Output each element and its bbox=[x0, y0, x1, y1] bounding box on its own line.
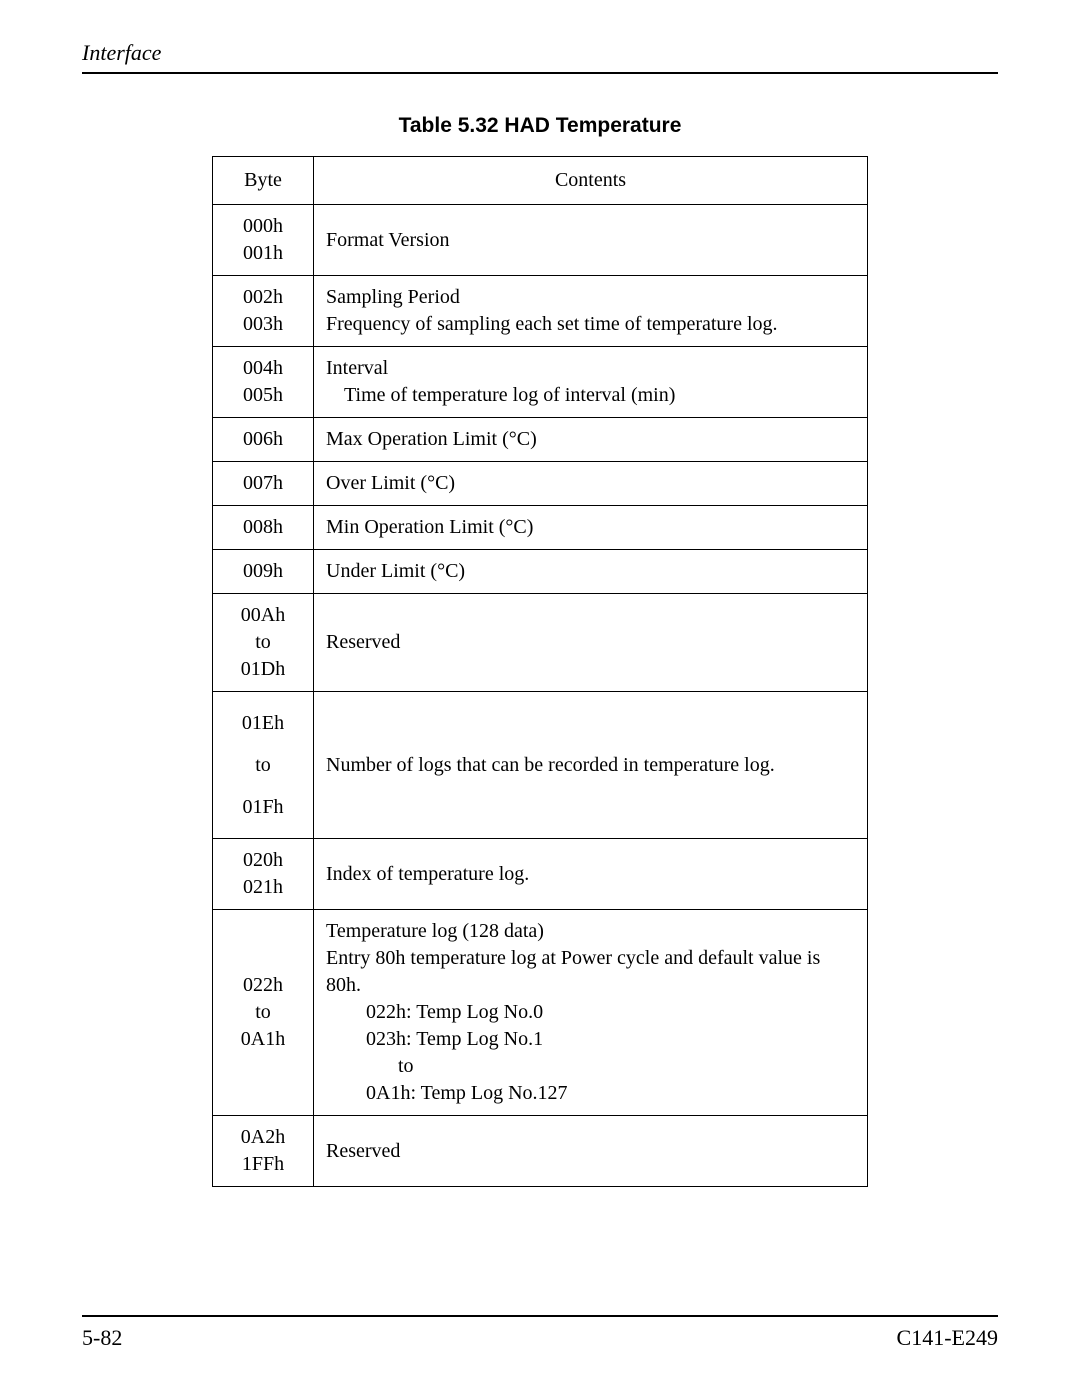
byte-value: 007h bbox=[243, 472, 283, 494]
cell-byte: 020h 021h bbox=[213, 839, 314, 910]
byte-value: 01Eh bbox=[242, 712, 284, 734]
cell-byte: 007h bbox=[213, 462, 314, 506]
byte-value: 008h bbox=[243, 516, 283, 538]
content-line: Over Limit (°C) bbox=[326, 470, 857, 497]
content-line: Reserved bbox=[326, 1138, 857, 1165]
cell-contents: Reserved bbox=[314, 1116, 868, 1187]
table-row: 006h Max Operation Limit (°C) bbox=[213, 418, 868, 462]
byte-value: 020h bbox=[243, 849, 283, 871]
table-row: 00Ah to 01Dh Reserved bbox=[213, 594, 868, 692]
cell-contents: Number of logs that can be recorded in t… bbox=[314, 692, 868, 839]
table-wrapper: Byte Contents 000h 001h Format Version 002h… bbox=[82, 156, 998, 1187]
byte-value: 002h bbox=[243, 286, 283, 308]
cell-byte: 004h 005h bbox=[213, 347, 314, 418]
content-line: 022h: Temp Log No.0 bbox=[326, 999, 857, 1026]
content-line: Interval bbox=[326, 355, 857, 382]
cell-contents: Sampling PeriodFrequency of sampling eac… bbox=[314, 276, 868, 347]
table-row: 002h 003h Sampling PeriodFrequency of samp… bbox=[213, 276, 868, 347]
cell-contents: Index of temperature log. bbox=[314, 839, 868, 910]
table-row: 004h 005h IntervalTime of temperature log … bbox=[213, 347, 868, 418]
content-line: Format Version bbox=[326, 227, 857, 254]
content-line: Entry 80h temperature log at Power cycle… bbox=[326, 945, 857, 999]
cell-byte: 006h bbox=[213, 418, 314, 462]
content-line: Sampling Period bbox=[326, 284, 857, 311]
content-line: 023h: Temp Log No.1 bbox=[326, 1026, 857, 1053]
byte-value: 01Fh bbox=[242, 796, 283, 818]
byte-value: 022h bbox=[243, 974, 283, 996]
table-row: 01Eh to 01Fh Number of logs that can be rec… bbox=[213, 692, 868, 839]
byte-value: 006h bbox=[243, 428, 283, 450]
col-header-contents: Contents bbox=[314, 157, 868, 205]
table-header-row: Byte Contents bbox=[213, 157, 868, 205]
cell-contents: Max Operation Limit (°C) bbox=[314, 418, 868, 462]
content-line: Index of temperature log. bbox=[326, 861, 857, 888]
cell-byte: 000h 001h bbox=[213, 205, 314, 276]
page-number: 5-82 bbox=[82, 1325, 122, 1351]
cell-byte: 009h bbox=[213, 550, 314, 594]
table-row: 020h 021h Index of temperature log. bbox=[213, 839, 868, 910]
cell-contents: Min Operation Limit (°C) bbox=[314, 506, 868, 550]
byte-value: 005h bbox=[243, 384, 283, 406]
byte-value: 0A2h bbox=[241, 1126, 285, 1148]
content-line: Frequency of sampling each set time of t… bbox=[326, 311, 857, 338]
cell-contents: Temperature log (128 data)Entry 80h temp… bbox=[314, 910, 868, 1116]
doc-number: C141-E249 bbox=[897, 1325, 998, 1351]
content-line: Reserved bbox=[326, 629, 857, 656]
cell-contents: Over Limit (°C) bbox=[314, 462, 868, 506]
content-line: Max Operation Limit (°C) bbox=[326, 426, 857, 453]
table-row: 0A2h 1FFh Reserved bbox=[213, 1116, 868, 1187]
byte-value: 0A1h bbox=[241, 1028, 285, 1050]
table-row: 008h Min Operation Limit (°C) bbox=[213, 506, 868, 550]
cell-byte: 01Eh to 01Fh bbox=[213, 692, 314, 839]
content-line: Under Limit (°C) bbox=[326, 558, 857, 585]
content-line: Min Operation Limit (°C) bbox=[326, 514, 857, 541]
table-row: 000h 001h Format Version bbox=[213, 205, 868, 276]
byte-value: to bbox=[255, 754, 271, 776]
byte-value: 003h bbox=[243, 313, 283, 335]
table-row: 022h to 0A1h Temperature log (128 data)Entr… bbox=[213, 910, 868, 1116]
content-line: Number of logs that can be recorded in t… bbox=[326, 752, 857, 779]
page-footer: 5-82 C141-E249 bbox=[82, 1315, 998, 1351]
cell-byte: 0A2h 1FFh bbox=[213, 1116, 314, 1187]
content-line: Temperature log (128 data) bbox=[326, 918, 857, 945]
running-head: Interface bbox=[82, 40, 998, 74]
byte-value: 01Dh bbox=[241, 658, 285, 680]
cell-byte: 022h to 0A1h bbox=[213, 910, 314, 1116]
footer-rule bbox=[82, 1315, 998, 1317]
byte-value: 009h bbox=[243, 560, 283, 582]
table-row: 009h Under Limit (°C) bbox=[213, 550, 868, 594]
byte-value: 001h bbox=[243, 242, 283, 264]
byte-value: 00Ah bbox=[241, 604, 285, 626]
content-line: Time of temperature log of interval (min… bbox=[326, 382, 857, 409]
cell-byte: 002h 003h bbox=[213, 276, 314, 347]
table-caption: Table 5.32 HAD Temperature bbox=[82, 114, 998, 138]
byte-value: 004h bbox=[243, 357, 283, 379]
cell-contents: IntervalTime of temperature log of inter… bbox=[314, 347, 868, 418]
byte-value: 000h bbox=[243, 215, 283, 237]
cell-byte: 00Ah to 01Dh bbox=[213, 594, 314, 692]
content-line: to bbox=[326, 1053, 857, 1080]
page: Interface Table 5.32 HAD Temperature Byt… bbox=[0, 0, 1080, 1397]
had-temperature-table: Byte Contents 000h 001h Format Version 002h… bbox=[212, 156, 868, 1187]
cell-contents: Under Limit (°C) bbox=[314, 550, 868, 594]
byte-value: 1FFh bbox=[242, 1153, 284, 1175]
byte-value: 021h bbox=[243, 876, 283, 898]
content-line: 0A1h: Temp Log No.127 bbox=[326, 1080, 857, 1107]
cell-contents: Format Version bbox=[314, 205, 868, 276]
cell-byte: 008h bbox=[213, 506, 314, 550]
byte-value: to bbox=[255, 1001, 271, 1023]
col-header-byte: Byte bbox=[213, 157, 314, 205]
table-row: 007h Over Limit (°C) bbox=[213, 462, 868, 506]
cell-contents: Reserved bbox=[314, 594, 868, 692]
byte-value: to bbox=[255, 631, 271, 653]
